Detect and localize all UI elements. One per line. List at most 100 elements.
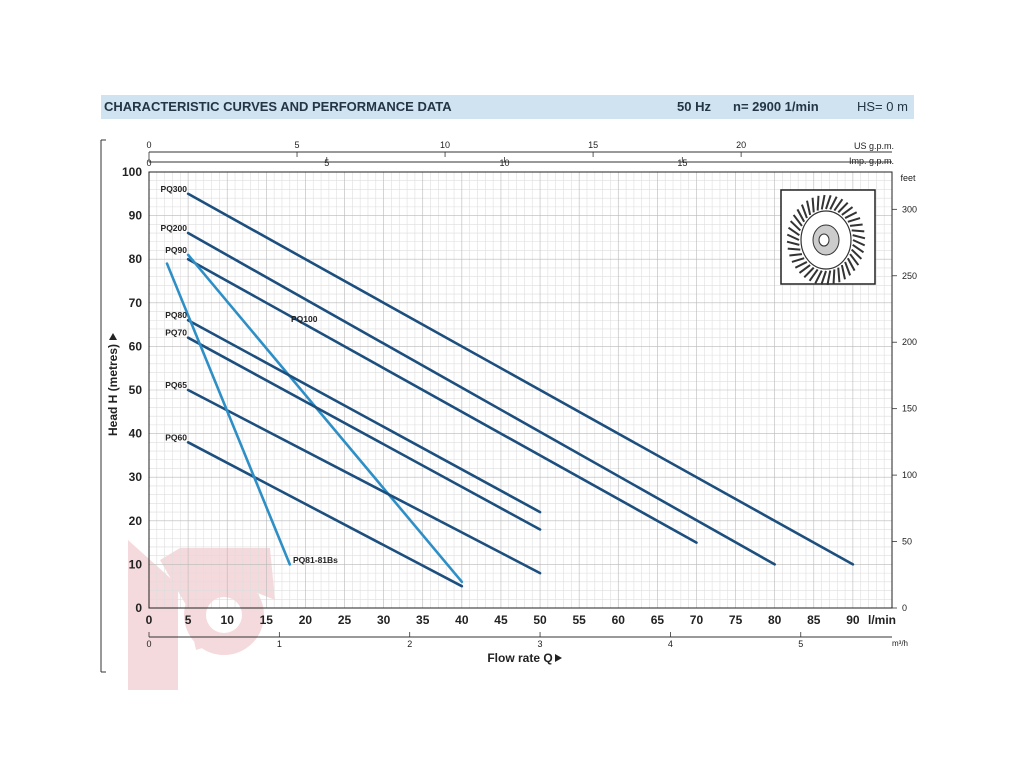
- impeller-blade: [833, 198, 844, 212]
- m3h-tick-label: 3: [538, 639, 543, 649]
- impeller-blade: [829, 196, 838, 210]
- us-gpm-tick-label: 20: [736, 140, 746, 150]
- impeller-blade: [800, 204, 808, 219]
- feet-tick-label: 0: [902, 603, 907, 613]
- series-line-pq80: [186, 318, 542, 514]
- impeller-blade: [816, 195, 820, 211]
- impeller-blade: [849, 253, 860, 266]
- series-line-pq65: [186, 388, 542, 575]
- feet-label: feet: [900, 173, 916, 183]
- impeller-blade: [852, 239, 866, 247]
- impeller-blade: [849, 223, 863, 227]
- x-tick-label: 25: [338, 613, 352, 627]
- speed-label: n= 2900 1/min: [733, 99, 819, 114]
- imp-gpm-tick-label: 15: [677, 158, 687, 168]
- series-label: PQ80: [165, 310, 187, 320]
- x-tick-label: 50: [533, 613, 547, 627]
- impeller-blade: [851, 229, 865, 233]
- x-tick-label: 15: [260, 613, 274, 627]
- series-label: PQ65: [165, 380, 187, 390]
- impeller-blade: [796, 208, 806, 223]
- m3h-tick-label: 4: [668, 639, 673, 649]
- impeller-blade: [811, 197, 815, 213]
- feet-tick-labels: 0 50 100 150 200 250 300: [892, 204, 917, 613]
- series-line-pq300: [186, 192, 855, 566]
- y-tick-label: 0: [135, 601, 142, 615]
- impeller-blade: [844, 211, 858, 219]
- impeller-blade: [847, 217, 861, 223]
- impeller-blade: [806, 200, 812, 216]
- x-tick-label: 70: [690, 613, 704, 627]
- impeller-blade: [846, 257, 856, 272]
- x-tick-label: 5: [185, 613, 192, 627]
- x-tick-label: 80: [768, 613, 782, 627]
- y-tick-label: 90: [129, 209, 143, 223]
- imp-gpm-tick-label: 0: [146, 158, 151, 168]
- impeller-blade: [789, 220, 802, 232]
- series-labels: PQ300 PQ200 PQ100 PQ90 PQ80 PQ70 PQ65 PQ60 PQ81-…: [161, 184, 339, 565]
- impeller-blade: [792, 214, 803, 227]
- impeller-blade: [814, 270, 823, 284]
- impeller-blade: [852, 244, 865, 254]
- impeller-blade: [786, 233, 800, 241]
- x-tick-label: 90: [846, 613, 860, 627]
- y-arrow-icon: [109, 333, 117, 340]
- m3h-tick-label: 1: [277, 639, 282, 649]
- x-tick-label: 55: [572, 613, 586, 627]
- y-tick-label: 70: [129, 296, 143, 310]
- m3h-label: m³/h: [892, 639, 908, 648]
- impeller-blade: [803, 266, 815, 279]
- series-label: PQ70: [165, 328, 187, 338]
- impeller-blade: [794, 261, 808, 269]
- m3h-tick-label: 5: [798, 639, 803, 649]
- imp-gpm-ticks: 0 5 10 15: [146, 157, 687, 168]
- feet-tick-label: 150: [902, 404, 917, 414]
- us-gpm-tick-label: 5: [295, 140, 300, 150]
- m3h-tick-label: 2: [407, 639, 412, 649]
- series-line-pq81-81bs: [165, 262, 292, 566]
- x-tick-label: 30: [377, 613, 391, 627]
- y-tick-label: 50: [129, 383, 143, 397]
- impeller-blade: [808, 268, 819, 282]
- impeller-blade: [820, 270, 827, 285]
- x-tick-label: 35: [416, 613, 430, 627]
- y-tick-label: 30: [129, 470, 143, 484]
- series-line-pq100: [186, 257, 698, 544]
- x-unit-label: l/min: [868, 613, 896, 627]
- m3h-ticks: 0 1 2 3 4 5: [146, 632, 803, 649]
- feet-tick-label: 200: [902, 337, 917, 347]
- impeller-blade: [789, 253, 803, 257]
- feet-tick-label: 250: [902, 271, 917, 281]
- header-bar: CHARACTERISTIC CURVES AND PERFORMANCE DA…: [101, 95, 914, 119]
- us-gpm-tick-label: 15: [588, 140, 598, 150]
- x-tick-label: 85: [807, 613, 821, 627]
- y-tick-label: 10: [129, 557, 143, 571]
- series-label: PQ60: [165, 432, 187, 442]
- x-tick-label: 60: [612, 613, 626, 627]
- us-gpm-label: US g.p.m.: [854, 141, 894, 151]
- impeller-blade: [825, 195, 832, 210]
- us-gpm-tick-label: 0: [146, 140, 151, 150]
- series-lines: [165, 192, 855, 588]
- impeller-blade: [837, 201, 849, 214]
- x-tick-label: 20: [299, 613, 313, 627]
- impeller-blade: [852, 234, 866, 240]
- impeller-blade: [791, 257, 805, 263]
- x-axis-title: Flow rate Q: [487, 651, 552, 665]
- series-line-pq90: [186, 253, 464, 584]
- impeller-blade: [826, 270, 832, 286]
- feet-tick-label: 50: [902, 537, 912, 547]
- us-gpm-ticks: 0 5 10 15 20: [146, 140, 746, 157]
- series-line-pq60: [186, 441, 464, 588]
- y-tick-label: 80: [129, 252, 143, 266]
- series-label: PQ200: [161, 223, 188, 233]
- series-label: PQ300: [161, 184, 188, 194]
- x-tick-label: 0: [146, 613, 153, 627]
- impeller-blade: [787, 226, 800, 236]
- frequency-label: 50 Hz: [677, 99, 711, 114]
- plot-frame: [148, 171, 893, 609]
- x-arrow-icon: [555, 654, 562, 662]
- us-gpm-tick-label: 10: [440, 140, 450, 150]
- y-axis-title: Head H (metres): [106, 344, 120, 436]
- impeller-blade: [786, 240, 800, 246]
